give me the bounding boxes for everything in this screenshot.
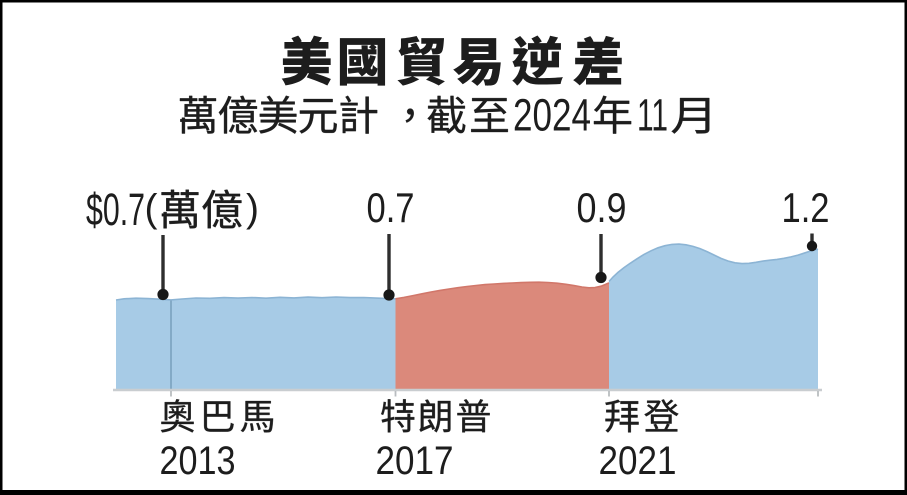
svg-text:2021: 2021 [599, 439, 677, 483]
svg-text:0.9: 0.9 [577, 184, 627, 231]
svg-text:$0.7: $0.7 [86, 184, 145, 235]
svg-text:): ) [246, 188, 259, 231]
svg-text:2024: 2024 [513, 90, 591, 141]
svg-text:(: ( [145, 188, 158, 231]
svg-text:11: 11 [637, 90, 668, 141]
svg-text:0.7: 0.7 [367, 184, 415, 231]
svg-text:2017: 2017 [376, 439, 454, 483]
svg-text:1.2: 1.2 [782, 184, 830, 231]
svg-text:2013: 2013 [160, 439, 236, 483]
